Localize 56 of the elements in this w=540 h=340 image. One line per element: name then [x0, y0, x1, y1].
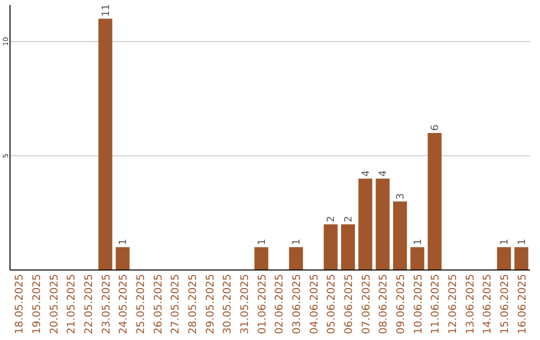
bar: [514, 247, 528, 270]
bar: [358, 178, 372, 270]
x-tick-label: 14.06.2025: [482, 274, 494, 334]
bar: [116, 247, 130, 270]
bar: [341, 224, 355, 270]
data-label: 1: [412, 238, 424, 246]
x-tick-label: 13.06.2025: [464, 274, 476, 334]
x-tick-label: 21.05.2025: [66, 274, 78, 334]
bar: [393, 201, 407, 270]
data-label: 2: [326, 216, 338, 222]
bar: [254, 247, 268, 270]
data-label: 1: [516, 238, 528, 246]
data-label: 1: [118, 238, 130, 246]
data-label: 4: [378, 170, 390, 177]
x-tick-label: 01.06.2025: [256, 274, 268, 334]
data-label: 1: [292, 238, 302, 246]
x-tick-label: 29.05.2025: [204, 274, 216, 334]
x-tick-label: 22.05.2025: [83, 274, 95, 334]
x-tick-label: 10.06.2025: [412, 274, 424, 334]
x-tick-label: 16.06.2025: [516, 274, 528, 334]
x-tick-label: 07.06.2025: [360, 274, 372, 334]
x-tick-label: 02.06.2025: [274, 274, 286, 334]
data-label: 1: [500, 238, 510, 246]
x-tick-label: 26.05.2025: [152, 274, 164, 334]
x-tick-label: 03.06.2025: [291, 274, 303, 334]
x-tick-label: 20.05.2025: [48, 274, 60, 334]
bar: [289, 247, 303, 270]
x-tick-label: 27.05.2025: [170, 274, 182, 334]
x-tick-label: 23.05.2025: [100, 274, 112, 334]
bar: [410, 247, 424, 270]
x-tick-label: 05.06.2025: [326, 274, 338, 334]
bar: [324, 224, 338, 270]
x-tick-label: 09.06.2025: [395, 274, 407, 334]
data-label: 3: [396, 193, 406, 200]
bar: [98, 18, 112, 270]
bar: [376, 178, 390, 270]
x-tick-label: 28.05.2025: [187, 274, 199, 334]
x-tick-label: 31.05.2025: [239, 274, 251, 334]
data-label: 1: [256, 238, 268, 246]
x-tick-label: 04.06.2025: [308, 274, 320, 334]
x-tick-label: 25.05.2025: [135, 274, 147, 334]
data-label: 6: [430, 124, 442, 131]
x-tick-label: 18.05.2025: [14, 274, 26, 334]
x-tick-label: 24.05.2025: [118, 274, 130, 334]
x-tick-label: 19.05.2025: [31, 274, 43, 334]
data-label: 2: [344, 216, 354, 222]
x-tick-label: 12.06.2025: [447, 274, 459, 334]
x-tick-label: 30.05.2025: [222, 274, 234, 334]
x-tick-label: 06.06.2025: [343, 274, 355, 334]
data-label: 11: [100, 4, 112, 17]
data-label: 4: [360, 170, 372, 177]
x-tick-label: 11.06.2025: [430, 274, 442, 334]
bar: [428, 132, 442, 270]
x-tick-label: 15.06.2025: [499, 274, 511, 334]
x-tick-label: 08.06.2025: [378, 274, 390, 334]
bar: [497, 247, 511, 270]
